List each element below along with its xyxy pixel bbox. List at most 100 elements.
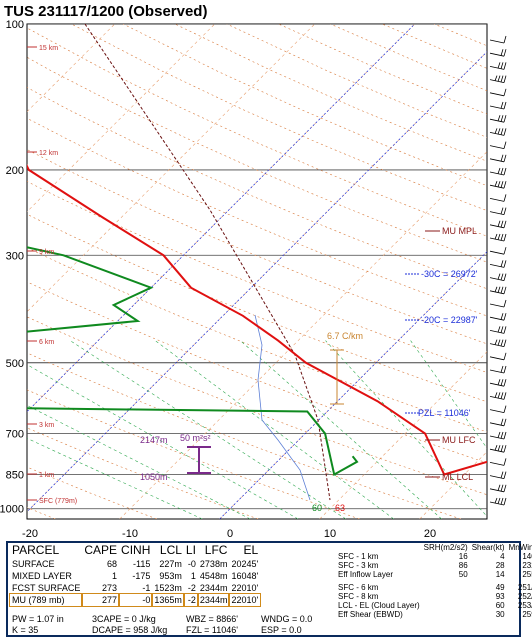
parcel-table: PARCEL CAPE CINH LCL LI LFC EL SURFACE 68 -115 22…	[8, 543, 262, 607]
isotherm	[319, 351, 487, 519]
parcel-cell: MIXED LAYER	[12, 571, 72, 581]
kinematic-header: SRH(m2/s2)	[423, 543, 468, 552]
dry-adiabat	[27, 281, 487, 464]
parcel-cell: 22010'	[231, 583, 259, 593]
wind-barb	[489, 194, 507, 202]
height-label: 9 km	[39, 249, 54, 256]
table-row: SFC - 6 km 49 251/1	[336, 583, 532, 592]
temperature-profile	[27, 163, 487, 476]
wind-barb	[489, 365, 507, 374]
parcel-cell: 22010'	[228, 593, 262, 607]
height-label: 12 km	[39, 150, 58, 157]
wetbulb-trace	[254, 314, 311, 501]
wind-barb	[489, 260, 507, 268]
kinematic-cell: 232/	[522, 561, 532, 570]
kinematic-cell: 30	[495, 610, 505, 619]
kinematic-cell: 4	[500, 552, 505, 561]
parcel-cell: MU (789 mb)	[8, 593, 84, 607]
pressure-label: 1000	[0, 504, 24, 516]
parcel-cell: 273	[102, 583, 118, 593]
kinematic-cell: 14	[495, 570, 505, 579]
wind-barb	[489, 286, 507, 295]
pressure-label: 200	[6, 165, 24, 177]
minus30-label: -30C = 26972'	[421, 269, 478, 279]
temp-tick-label: 10	[324, 528, 336, 540]
height-label: 6 km	[39, 339, 54, 346]
wind-barb	[489, 220, 507, 229]
profile-lines	[27, 24, 487, 501]
wind-barbs	[489, 35, 507, 506]
moist-adiabat	[27, 405, 251, 519]
table-row: SFC - 1 km 16 4 140/	[336, 552, 532, 561]
dry-adiabat	[27, 247, 487, 433]
index-wndg: WNDG = 0.0	[261, 614, 313, 624]
kinematic-cell: SFC - 8 km	[338, 592, 379, 601]
parcel-cell: -115	[133, 559, 151, 569]
temp-tick-label: 0	[227, 528, 233, 540]
wind-barb	[489, 101, 507, 110]
height-label: 3 km	[39, 422, 54, 429]
wind-barb	[489, 154, 507, 163]
table-row: LCL - EL (Cloud Layer) 60 253/1	[336, 601, 532, 610]
dry-adiabat	[27, 352, 461, 519]
table-row: MIXED LAYER 1 -175 953m 1 4548m 16048'	[10, 570, 260, 582]
parcel-cell: 1365m	[151, 593, 185, 607]
wind-barb	[489, 497, 507, 506]
wind-barb	[489, 405, 507, 413]
kinematic-cell	[422, 601, 470, 610]
wind-barb	[489, 128, 507, 136]
kinematic-cell: 49	[495, 583, 505, 592]
temp-tick-label: 20	[424, 528, 436, 540]
kinematic-cell: Eff Shear (EBWD)	[338, 610, 403, 619]
parcel-cell: 1	[190, 571, 196, 581]
wind-barb	[489, 35, 507, 44]
index-esp: ESP = 0.0	[261, 625, 302, 635]
pzl-label: PZL = 11046'	[418, 408, 471, 418]
table-row: Eff Inflow Layer 50 14 255/	[336, 570, 532, 579]
chart-title: TUS 231117/1200 (Observed)	[4, 3, 207, 20]
wind-barb	[489, 233, 507, 242]
pressure-label: 700	[6, 429, 24, 441]
dry-adiabat	[27, 316, 487, 496]
wind-barb	[489, 299, 507, 308]
isotherm-zero	[219, 251, 487, 519]
parcel-cell: 16048'	[231, 571, 259, 581]
eff-inflow-srh-label: 50 m²s²	[180, 433, 211, 443]
moist-adiabat	[27, 364, 299, 519]
wind-barb	[489, 207, 507, 215]
moist-adiabat	[69, 340, 347, 519]
sfc-dewpoint-label: 60	[312, 503, 322, 513]
sfc-temp-label: 63	[335, 503, 345, 513]
wind-barb	[489, 88, 507, 97]
kinematic-cell: Eff Inflow Layer	[338, 570, 393, 579]
kinematic-header-blank	[336, 543, 422, 552]
kinematic-header: Shear(kt)	[471, 543, 505, 552]
grid-lines	[27, 24, 487, 519]
parcel-cell: 68	[107, 559, 118, 569]
table-row: SFC - 3 km 86 28 232/	[336, 561, 532, 570]
ml-lcl-label: ML LCL	[442, 472, 473, 482]
parcel-header: CAPE	[84, 543, 118, 557]
index-pw: PW = 1.07 in	[12, 614, 64, 624]
axis-labels: 100 200 300 500 700 850 1000 -20 -10 0 10 20 15 km 12…	[0, 19, 436, 540]
kinematic-cell: SFC - 1 km	[338, 552, 379, 561]
kinematic-cell: 252/2	[517, 592, 532, 601]
wind-barb	[489, 273, 507, 281]
kinematic-cell	[422, 610, 470, 619]
kinematic-header: MnWind	[508, 543, 532, 552]
moist-adiabat	[240, 340, 442, 519]
eff-inflow-bottom-label: 1050m	[140, 472, 168, 482]
parcel-cell: 2344m	[196, 593, 231, 607]
table-row: Eff Shear (EBWD) 30 259/	[336, 610, 532, 619]
kinematic-cell: SFC - 3 km	[338, 561, 379, 570]
parcel-cell: 1	[112, 571, 118, 581]
index-3cape: 3CAPE = 0 J/kg	[92, 614, 156, 624]
wind-barb	[489, 115, 507, 123]
wind-barb	[489, 458, 507, 466]
isotherm	[27, 24, 315, 313]
table-row: FCST SURFACE 273 -1 1523m -2 2344m 22010'	[10, 582, 260, 594]
dry-adiabat	[27, 389, 360, 519]
parcel-cell: 227m	[159, 559, 182, 569]
wind-barb	[489, 167, 507, 176]
moist-adiabat	[27, 437, 203, 519]
